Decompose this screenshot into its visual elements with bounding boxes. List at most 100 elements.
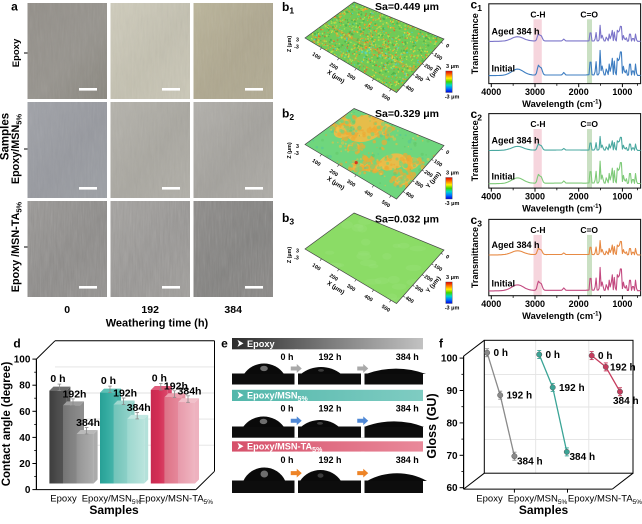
svg-text:Epoxy /MSN-TA5%: Epoxy /MSN-TA5% [10, 201, 24, 292]
svg-text:200: 200 [423, 274, 434, 284]
svg-text:0 h: 0 h [598, 351, 612, 362]
svg-text:192h: 192h [63, 388, 87, 400]
svg-text:Wavelength (cm-1): Wavelength (cm-1) [522, 311, 602, 322]
svg-text:0: 0 [444, 150, 450, 157]
svg-text:0 h: 0 h [50, 373, 65, 385]
svg-text:Samples: Samples [519, 503, 569, 517]
svg-text:90: 90 [446, 386, 458, 397]
svg-text:400: 400 [404, 84, 415, 94]
svg-text:100: 100 [432, 263, 443, 273]
svg-text:384h: 384h [76, 417, 100, 429]
svg-text:0 h: 0 h [280, 455, 293, 465]
svg-text:Sa=0.329 μm: Sa=0.329 μm [375, 108, 439, 120]
svg-text:c2: c2 [471, 107, 483, 123]
svg-text:-3 μm: -3 μm [445, 95, 460, 101]
svg-text:200: 200 [328, 168, 339, 178]
svg-text:f: f [439, 337, 444, 351]
svg-text:100: 100 [311, 52, 322, 62]
svg-text:400: 400 [363, 83, 374, 93]
svg-text:192h: 192h [113, 388, 137, 400]
svg-text:0: 0 [444, 254, 450, 261]
svg-text:3000: 3000 [525, 192, 545, 202]
svg-text:0 h: 0 h [101, 375, 116, 387]
svg-text:Epoxy: Epoxy [11, 38, 22, 67]
svg-text:400: 400 [404, 191, 415, 201]
svg-text:Epoxy/MSN5%: Epoxy/MSN5% [247, 391, 308, 404]
svg-text:Z (μm): Z (μm) [287, 142, 293, 158]
svg-text:Aged 384 h: Aged 384 h [492, 27, 540, 37]
svg-text:300: 300 [345, 72, 356, 82]
svg-text:d: d [13, 337, 20, 351]
svg-text:Epoxy: Epoxy [476, 494, 503, 505]
svg-text:3: 3 [296, 144, 299, 150]
svg-text:384h: 384h [127, 402, 151, 414]
svg-text:Initial: Initial [492, 279, 516, 289]
svg-text:3 μm: 3 μm [446, 64, 459, 70]
svg-text:Epoxy: Epoxy [247, 339, 275, 349]
svg-text:0: 0 [64, 304, 70, 316]
svg-text:Epoxy/MSN-TA5%: Epoxy/MSN-TA5% [568, 494, 642, 507]
svg-text:Transmittance: Transmittance [470, 13, 480, 74]
svg-text:300: 300 [345, 179, 356, 189]
svg-text:384: 384 [224, 304, 242, 316]
svg-text:80: 80 [19, 381, 31, 392]
svg-text:0: 0 [444, 43, 450, 50]
svg-text:-3: -3 [294, 256, 299, 262]
svg-text:Sa=0.032 μm: Sa=0.032 μm [375, 214, 439, 226]
svg-text:Initial: Initial [492, 172, 516, 182]
svg-text:C=O: C=O [580, 225, 598, 235]
svg-text:384 h: 384 h [570, 452, 596, 463]
svg-text:384 h: 384 h [517, 457, 543, 468]
svg-text:400: 400 [404, 295, 415, 305]
svg-text:1000: 1000 [612, 192, 632, 202]
svg-text:20: 20 [19, 459, 31, 470]
svg-text:300: 300 [413, 74, 424, 84]
svg-text:-3 μm: -3 μm [445, 306, 460, 312]
svg-text:100: 100 [432, 52, 443, 62]
svg-text:a: a [11, 0, 18, 14]
svg-text:Epoxy/MSN5%: Epoxy/MSN5% [10, 114, 24, 185]
svg-text:Wavelength (cm-1): Wavelength (cm-1) [522, 99, 602, 110]
svg-text:Z (μm): Z (μm) [287, 36, 293, 52]
svg-text:Epoxy/MSN-TA5%: Epoxy/MSN-TA5% [247, 442, 323, 455]
svg-text:100: 100 [14, 355, 31, 366]
svg-text:Samples: Samples [89, 503, 139, 517]
svg-text:384 h: 384 h [613, 396, 639, 407]
svg-text:192 h: 192 h [318, 352, 341, 362]
svg-text:0 h: 0 h [546, 350, 560, 361]
svg-text:3 μm: 3 μm [446, 275, 459, 281]
svg-text:2000: 2000 [569, 87, 589, 97]
svg-text:3: 3 [296, 38, 299, 44]
svg-text:0 h: 0 h [280, 352, 293, 362]
svg-text:Z (μm): Z (μm) [287, 247, 293, 263]
svg-text:e: e [221, 337, 228, 351]
svg-text:192 h: 192 h [610, 362, 636, 373]
svg-text:Contact angle (degree): Contact angle (degree) [1, 362, 13, 487]
svg-text:4000: 4000 [481, 192, 501, 202]
svg-text:1000: 1000 [612, 87, 632, 97]
svg-text:C=O: C=O [580, 119, 598, 129]
svg-text:2000: 2000 [569, 299, 589, 309]
svg-text:1000: 1000 [612, 299, 632, 309]
svg-text:60: 60 [19, 407, 31, 418]
svg-text:C-H: C-H [530, 119, 545, 129]
svg-text:192 h: 192 h [318, 455, 341, 465]
svg-text:192 h: 192 h [318, 404, 341, 414]
svg-text:100: 100 [311, 158, 322, 168]
svg-text:100: 100 [311, 263, 322, 273]
svg-text:200: 200 [423, 63, 434, 73]
svg-text:384 h: 384 h [396, 455, 419, 465]
svg-text:-3: -3 [294, 45, 299, 51]
svg-text:384 h: 384 h [396, 404, 419, 414]
svg-text:384h: 384h [178, 385, 202, 397]
svg-text:300: 300 [413, 180, 424, 190]
svg-text:0 h: 0 h [280, 404, 293, 414]
svg-text:70: 70 [446, 451, 458, 462]
svg-text:100: 100 [441, 354, 458, 365]
svg-text:384 h: 384 h [396, 352, 419, 362]
svg-text:500: 500 [380, 199, 391, 209]
svg-text:500: 500 [380, 93, 391, 103]
svg-text:192h: 192h [164, 380, 188, 392]
svg-text:Sa=0.449 μm: Sa=0.449 μm [375, 1, 439, 13]
svg-text:192 h: 192 h [507, 391, 533, 402]
